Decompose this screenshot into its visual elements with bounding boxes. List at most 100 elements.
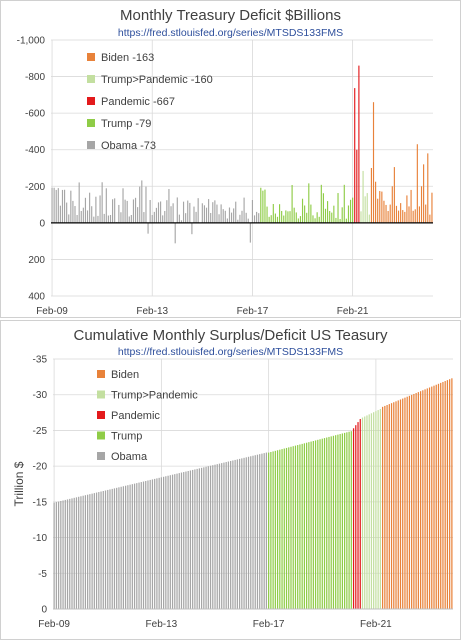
bar [419,206,420,222]
bar [433,386,434,609]
bar [54,503,55,609]
bar [127,201,128,223]
bar [420,391,421,609]
bar [308,183,309,222]
bar [80,496,81,609]
bar [164,211,165,223]
bar [232,460,233,609]
bar [390,205,391,223]
bar [156,208,157,223]
bar [147,223,148,234]
bar [56,190,57,223]
bar [161,477,162,609]
bar [114,488,115,609]
bar [68,214,69,222]
bar [427,153,428,222]
bar [273,204,274,223]
bar [378,410,379,609]
bar [62,190,63,223]
bar [385,205,386,223]
bar [279,204,280,223]
bar [91,206,92,223]
bar [78,497,79,609]
bar [369,215,370,223]
bar [193,207,194,223]
bar [258,213,259,223]
bar [66,203,67,223]
legend-label: Obama [111,451,148,463]
bar [139,187,140,223]
bar [107,490,108,609]
bar [297,445,298,609]
bar [212,202,213,223]
bar [104,214,105,223]
legend-swatch [87,119,95,127]
bar [328,437,329,609]
bar [174,474,175,609]
bar [70,191,71,223]
bar [400,399,401,609]
bar [299,444,300,609]
legend-swatch [87,53,95,61]
bar [254,215,255,222]
bar [327,201,328,223]
bar [188,471,189,609]
bar [137,207,138,223]
bar [226,462,227,609]
bar [141,482,142,609]
bar [271,215,272,223]
bar [421,186,422,223]
bar [163,477,164,609]
bar [358,66,359,223]
bar [217,464,218,609]
bar [326,438,327,609]
bar [106,188,107,223]
bar [340,434,341,609]
bar [206,208,207,223]
bar [394,167,395,223]
bar [269,217,270,223]
bar [181,473,182,609]
bar [438,384,439,609]
bar [87,495,88,609]
bar [252,200,253,223]
bar [219,464,220,609]
bar [331,213,332,223]
bar [306,213,307,223]
bar [239,459,240,609]
bar [284,449,285,609]
bar [172,475,173,609]
y-tick-label: 400 [28,292,45,303]
bar [296,212,297,222]
x-tick-label: Feb-09 [36,306,68,317]
bar [230,461,231,609]
bar [118,487,119,609]
bar [204,205,205,223]
bar [189,203,190,223]
bar [176,474,177,609]
bar [300,216,301,223]
bar [83,496,84,609]
bar [51,188,52,223]
bar [58,188,59,223]
bar [308,442,309,609]
bar [250,456,251,609]
x-tick-label: Feb-17 [237,306,269,317]
bar [266,453,267,609]
bar [260,188,261,223]
bar [298,218,299,222]
bar [108,216,109,223]
bar [112,489,113,609]
bar [319,217,320,223]
bar [283,216,284,223]
bar [418,392,419,609]
bar [158,202,159,222]
bar [194,469,195,609]
y-tick-label: -10 [33,533,48,544]
bar [384,406,385,609]
bar [118,205,119,223]
bar [72,201,73,223]
bar [67,499,68,609]
bar [95,197,96,223]
